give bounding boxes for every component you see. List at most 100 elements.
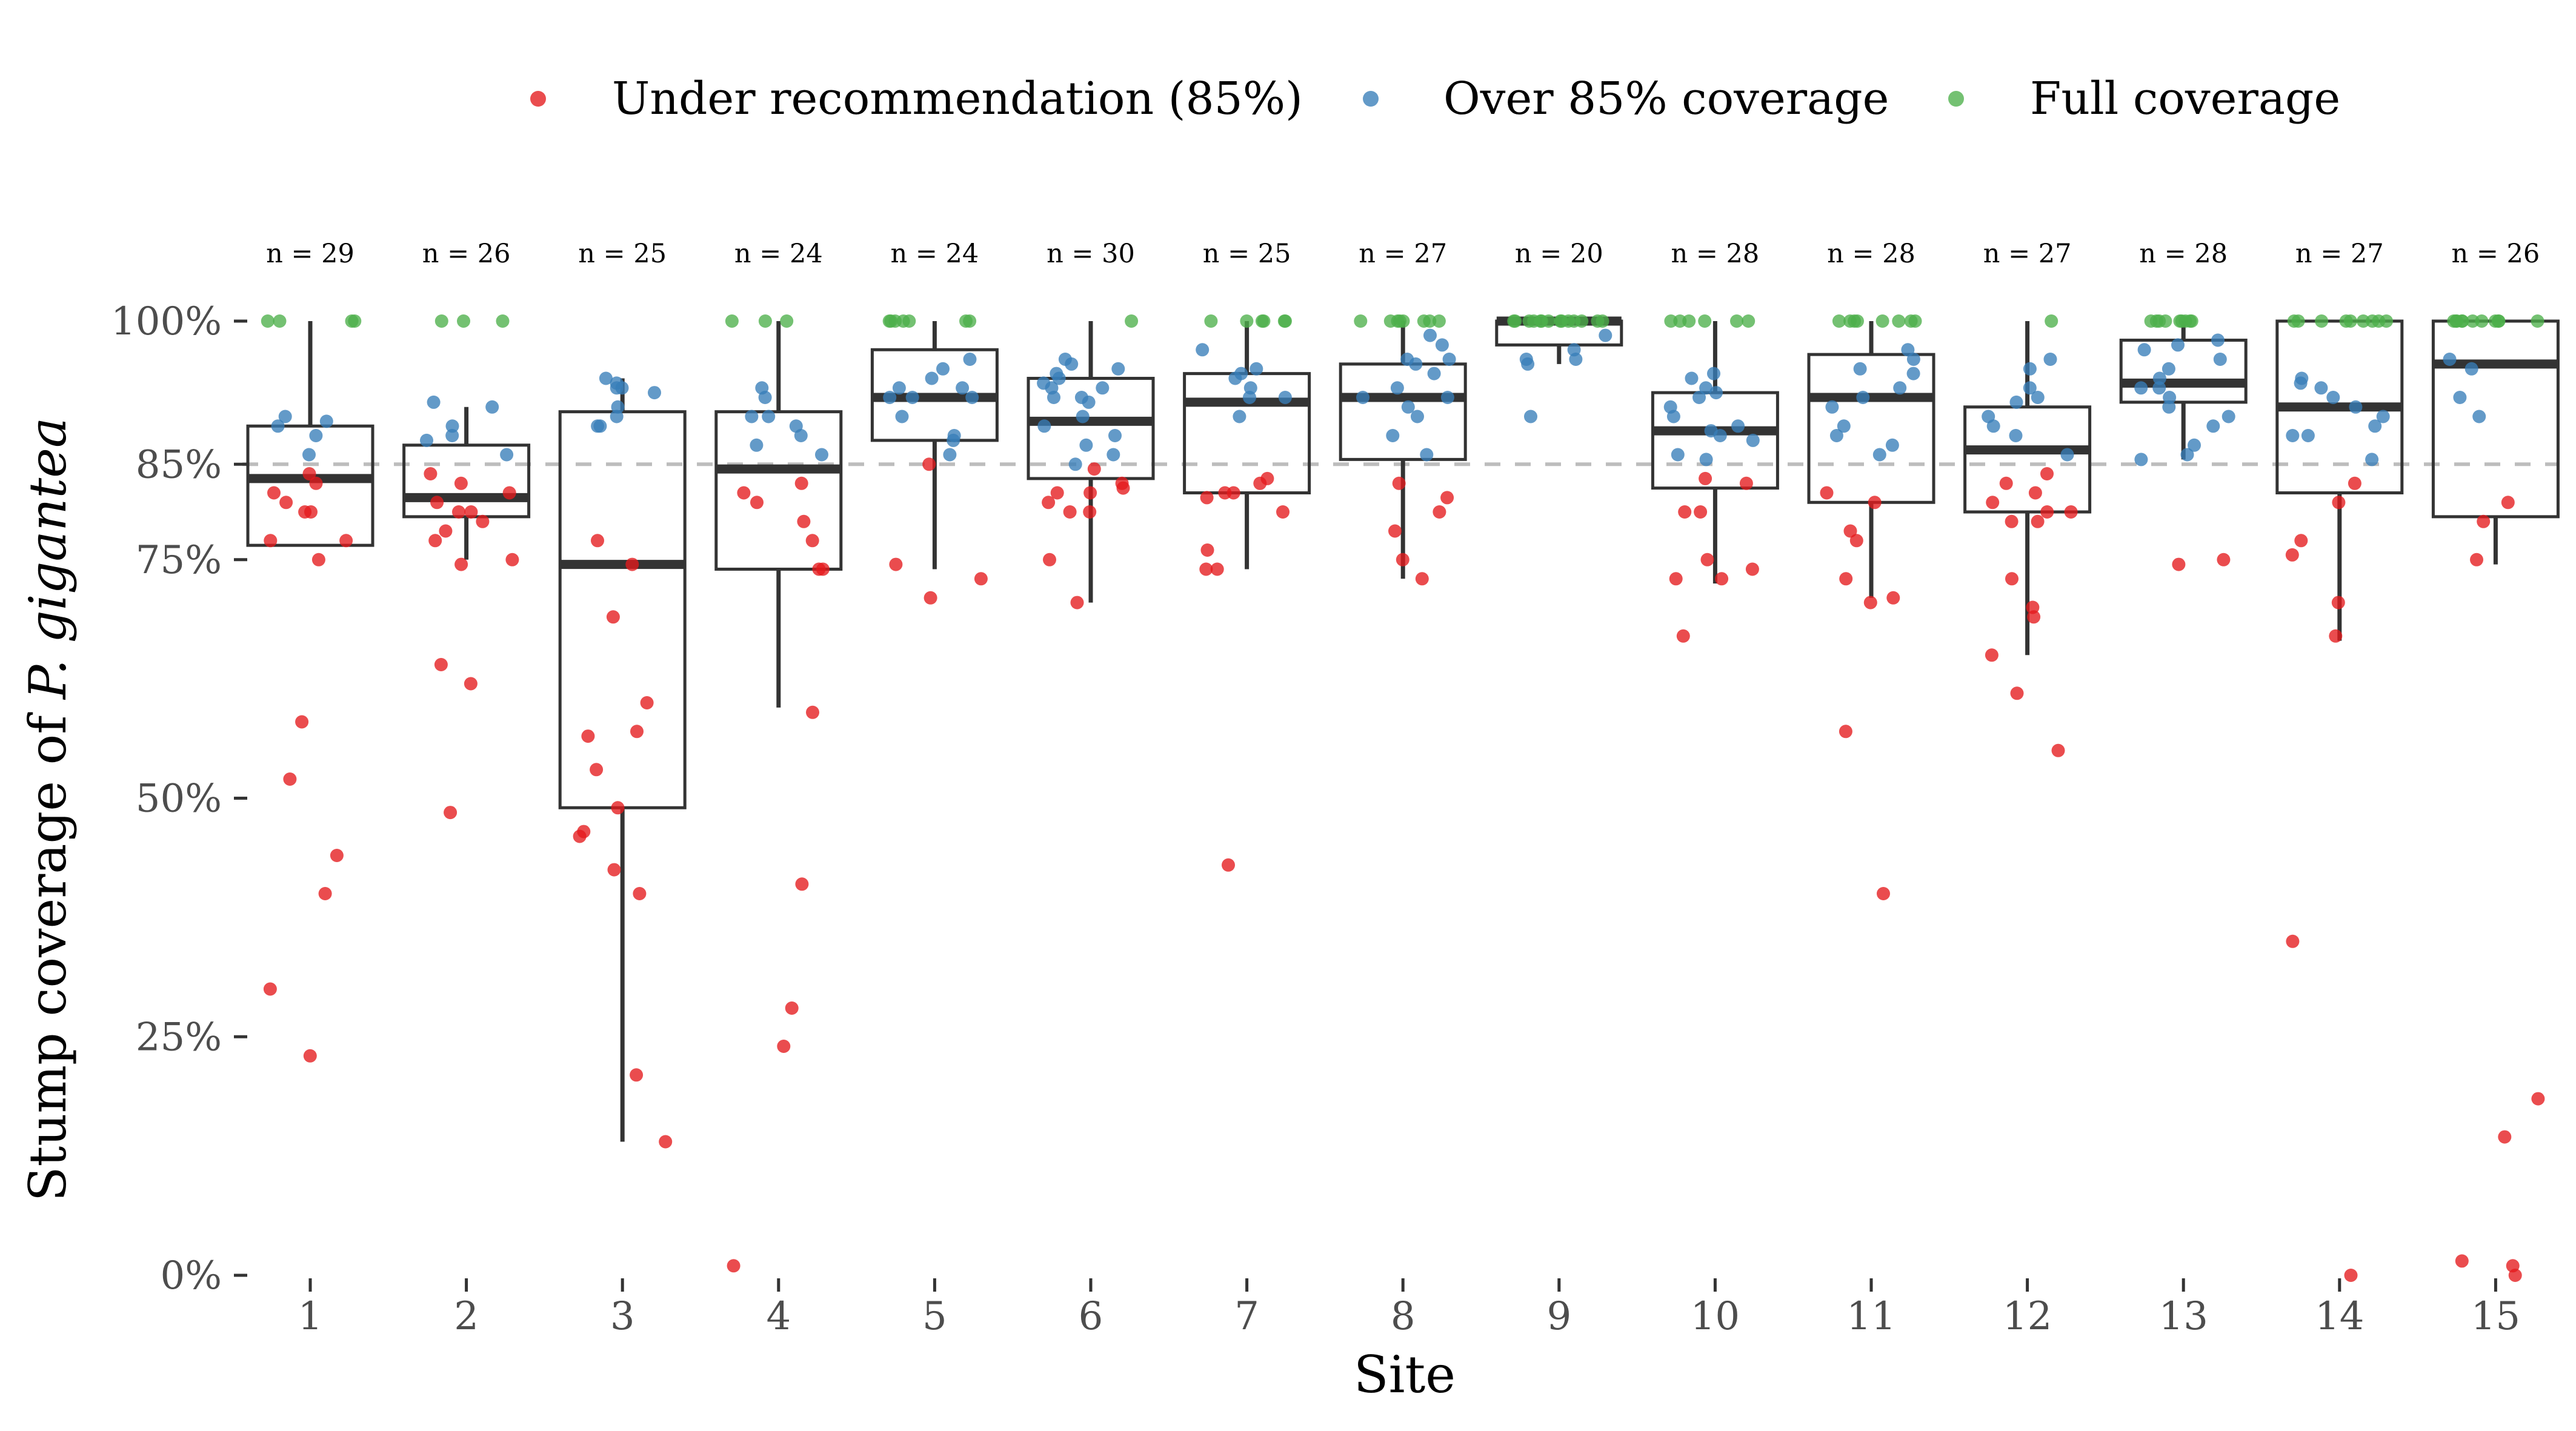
box-site-3 <box>558 410 687 809</box>
point-site-11-full-7 <box>1892 314 1906 328</box>
point-site-14-under-6 <box>2286 934 2300 948</box>
point-site-1-over-0 <box>278 410 292 423</box>
point-site-2-under-11 <box>434 658 448 671</box>
points-group <box>261 314 2545 1282</box>
point-site-15-full-5 <box>2531 314 2544 328</box>
point-site-3-under-2 <box>606 610 620 624</box>
point-site-8-under-1 <box>1440 491 1454 505</box>
point-site-7-under-7 <box>1199 562 1213 576</box>
point-site-7-under-1 <box>1253 476 1267 490</box>
point-site-13-over-1 <box>2171 338 2185 352</box>
point-site-7-over-0 <box>1196 343 1210 357</box>
point-site-4-over-7 <box>815 448 828 462</box>
point-site-11-over-5 <box>1856 391 1870 404</box>
point-site-3-under-10 <box>607 863 621 877</box>
point-site-13-over-7 <box>2134 381 2148 395</box>
point-site-8-over-11 <box>1386 429 1400 442</box>
x-tick-label-7: 7 <box>1234 1294 1259 1339</box>
point-site-12-over-2 <box>2023 381 2037 395</box>
point-site-1-under-12 <box>318 887 332 900</box>
point-site-6-over-12 <box>1037 419 1051 433</box>
point-site-2-under-4 <box>452 505 465 519</box>
point-site-1-over-1 <box>319 414 333 428</box>
point-site-11-over-1 <box>1906 353 1920 366</box>
point-site-13-over-11 <box>2206 419 2220 433</box>
count-label-site-4: n = 24 <box>734 239 823 269</box>
x-tick-label-1: 1 <box>298 1294 323 1339</box>
point-site-6-under-9 <box>1070 596 1084 609</box>
boxplot-group <box>246 316 2560 1142</box>
y-tick-label-25: 25% <box>136 1015 222 1060</box>
box-site-1 <box>246 424 374 547</box>
point-site-13-under-1 <box>2172 557 2186 571</box>
point-site-10-over-6 <box>1666 410 1680 423</box>
count-label-site-10: n = 28 <box>1671 239 1760 269</box>
y-axis: 0% 25% 50% 75% 85% 100% <box>111 299 247 1298</box>
point-site-1-under-1 <box>309 476 323 490</box>
point-site-15-under-7 <box>2508 1269 2522 1282</box>
point-site-10-under-8 <box>1676 629 1690 643</box>
point-site-7-over-3 <box>1228 371 1242 385</box>
point-site-10-over-12 <box>1699 453 1713 466</box>
point-site-4-under-4 <box>805 534 819 548</box>
point-site-3-under-4 <box>630 725 644 739</box>
point-site-12-over-1 <box>2023 362 2037 376</box>
point-site-2-under-5 <box>464 505 478 519</box>
point-site-3-under-13 <box>659 1135 673 1149</box>
point-site-2-over-2 <box>445 419 459 433</box>
point-site-2-under-8 <box>428 534 442 548</box>
point-site-6-under-3 <box>1050 486 1064 500</box>
y-tick-label-85: 85% <box>136 442 222 487</box>
count-label-site-15: n = 26 <box>2452 239 2540 269</box>
count-label-site-7: n = 25 <box>1203 239 1291 269</box>
point-site-1-full-1 <box>261 314 275 328</box>
point-site-10-under-7 <box>1669 572 1683 586</box>
point-site-15-over-0 <box>2443 353 2457 366</box>
point-site-1-over-3 <box>309 429 323 442</box>
point-site-2-under-2 <box>502 486 516 500</box>
point-site-12-under-6 <box>2031 514 2045 528</box>
point-site-4-full-2 <box>780 314 794 328</box>
point-site-13-over-9 <box>2162 400 2176 414</box>
point-site-10-over-0 <box>1707 367 1720 380</box>
point-site-10-over-11 <box>1671 448 1685 462</box>
point-site-12-under-7 <box>2005 514 2019 528</box>
point-site-1-under-13 <box>263 982 277 996</box>
point-site-5-over-2 <box>925 371 939 385</box>
point-site-3-over-6 <box>610 410 624 423</box>
point-site-3-under-1 <box>625 557 639 571</box>
point-site-6-over-4 <box>1052 371 1066 385</box>
point-site-8-over-5 <box>1427 367 1441 380</box>
point-site-12-under-1 <box>1999 476 2013 490</box>
point-site-9-over-4 <box>1521 357 1535 371</box>
point-site-11-under-2 <box>1843 524 1857 538</box>
point-site-2-over-5 <box>500 448 514 462</box>
y-tick-label-50: 50% <box>136 777 222 822</box>
point-site-6-under-2 <box>1116 481 1130 495</box>
point-site-11-over-7 <box>1837 419 1851 433</box>
legend-label-over: Over 85% coverage <box>1443 73 1889 125</box>
point-site-11-over-10 <box>1872 448 1886 462</box>
point-site-11-over-3 <box>1906 367 1920 380</box>
point-site-5-under-2 <box>974 572 988 586</box>
point-site-15-full-4 <box>2491 314 2505 328</box>
point-site-8-full-4 <box>1417 314 1431 328</box>
point-site-15-under-5 <box>2455 1254 2469 1268</box>
point-site-11-under-4 <box>1839 572 1853 586</box>
x-axis-title: Site <box>1354 1345 1456 1404</box>
point-site-1-under-6 <box>264 534 278 548</box>
point-site-1-under-7 <box>339 534 353 548</box>
box-site-8 <box>1339 362 1467 461</box>
point-site-4-under-7 <box>806 705 819 719</box>
point-site-6-under-0 <box>1087 462 1101 476</box>
point-site-12-under-11 <box>1985 648 1999 662</box>
point-site-14-over-1 <box>2294 376 2308 390</box>
point-site-11-full-4 <box>1832 314 1846 328</box>
point-site-15-under-4 <box>2498 1130 2512 1144</box>
point-site-14-full-2 <box>2357 314 2370 328</box>
point-site-2-under-3 <box>430 496 444 510</box>
point-site-12-over-4 <box>2009 395 2023 409</box>
point-site-5-over-11 <box>943 448 957 462</box>
box-site-15 <box>2431 319 2560 519</box>
point-site-1-over-4 <box>302 448 316 462</box>
